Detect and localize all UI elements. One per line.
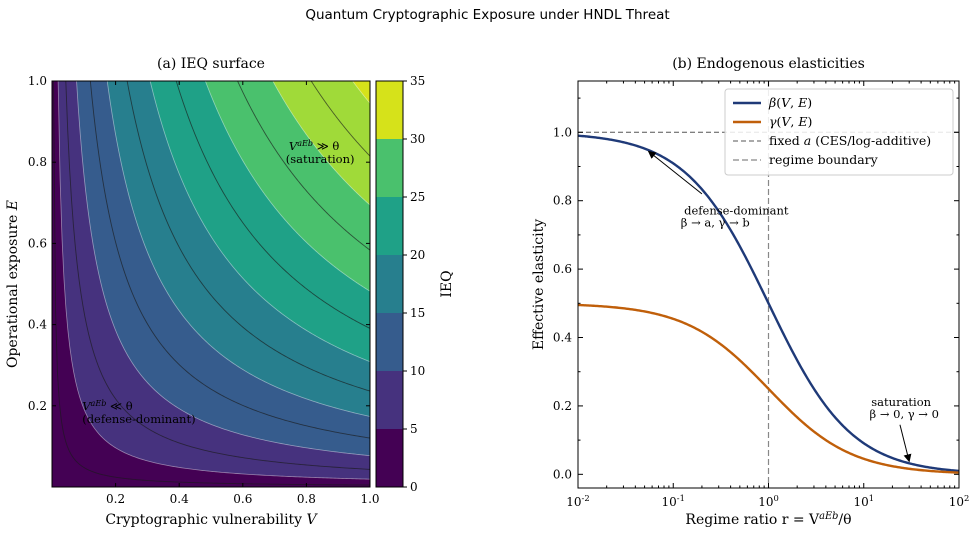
band-edge-7 [352, 81, 370, 104]
annotation-saturation-line1: saturation [871, 395, 931, 409]
colorbar-frame [375, 80, 404, 488]
panel-a-plot [52, 81, 370, 487]
legend-label-3: regime boundary [769, 152, 879, 167]
legend-label-1: γ(V, E) [769, 114, 812, 129]
figure-title: Quantum Cryptographic Exposure under HND… [305, 7, 670, 23]
panel-a-ylabel: Operational exposure E [5, 200, 21, 368]
band-edge-4 [149, 81, 370, 363]
band-edge-5 [204, 81, 370, 292]
panel-a-ytick-label-3: 0.8 [28, 155, 47, 169]
colorbar-band-0 [376, 429, 403, 487]
legend-label-0: β(V, E) [768, 95, 812, 110]
band-edge-6 [272, 81, 370, 206]
band-edge-3 [106, 81, 370, 417]
panel-b-xtick-label-1: 10-1 [662, 493, 685, 509]
colorbar-band-3 [376, 255, 403, 313]
panel-a-ytick-label-4: 1.0 [28, 74, 47, 88]
annotation-arrow-defense [647, 150, 703, 195]
colorbar-tick-label-1: 5 [410, 422, 418, 436]
panel-a-annotation-1-line1: VaEb ≫ θ [289, 139, 339, 154]
contour-line-2 [89, 81, 370, 439]
band-edge-2 [76, 81, 370, 457]
contour-line-0 [53, 81, 370, 486]
annotation-defense-line1: defense-dominant [684, 203, 789, 217]
series-line-gamma [578, 303, 959, 474]
panel-a-xtick-label-2: 0.6 [233, 492, 252, 506]
annotation-arrow-saturation [899, 424, 912, 463]
panel-a-ytick-label-2: 0.6 [28, 236, 47, 250]
panel-a-annotation-0-line1: VaEb ≪ θ [82, 398, 132, 413]
legend-box [724, 88, 954, 176]
colorbar-band-5 [376, 139, 403, 197]
panel-a-xtick-label-3: 0.8 [297, 492, 316, 506]
panel-b-xtick-label-3: 101 [853, 493, 874, 509]
panel-a-title: (a) IEQ surface [157, 56, 265, 72]
panel-b-xlabel: Regime ratio r = VaEb/θ [685, 511, 851, 529]
panel-a-xtick-label-1: 0.4 [170, 492, 189, 506]
colorbar-tick-label-4: 20 [410, 248, 425, 262]
panel-a-annotation-1-line2: (saturation) [286, 152, 355, 166]
panel-a-xtick-label-4: 1.0 [360, 492, 379, 506]
colorbar-band-2 [376, 313, 403, 371]
panel-a-xtick-label-0: 0.2 [106, 492, 125, 506]
contour-band-6 [272, 81, 370, 206]
panel-b-xtick-label-2: 100 [758, 493, 779, 509]
panel-b-ytick-label-3: 0.6 [553, 262, 572, 276]
colorbar-tick-label-5: 25 [410, 190, 425, 204]
annotation-defense-line2: β → a, γ → b [681, 215, 750, 229]
colorbar-tick-label-7: 35 [410, 74, 425, 88]
colorbar-tick-label-2: 10 [410, 364, 425, 378]
band-edge-1 [57, 81, 370, 480]
panel-b-ytick-label-1: 0.2 [553, 399, 572, 413]
panel-b-xtick-label-0: 10-2 [566, 493, 589, 509]
legend-label-2: fixed a (CES/log-additive) [769, 133, 931, 148]
series-line-beta [578, 134, 959, 473]
panel-b-title: (b) Endogenous elasticities [672, 56, 865, 72]
panel-b-xtick-label-4: 102 [949, 493, 970, 509]
contour-band-7 [352, 81, 370, 104]
annotation-saturation-line2: β → 0, γ → 0 [870, 407, 939, 421]
panel-a-frame [51, 80, 371, 488]
panel-b-ytick-label-2: 0.4 [553, 331, 572, 345]
contour-line-3 [126, 81, 370, 392]
contour-line-1 [65, 81, 370, 470]
panel-a-annotation-0-line2: (defense-dominant) [82, 412, 195, 426]
panel-b-ylabel: Effective elasticity [531, 219, 547, 350]
panel-a-xlabel: Cryptographic vulnerability V [105, 512, 318, 528]
colorbar-band-top [376, 81, 403, 139]
colorbar-tick-label-0: 0 [410, 480, 418, 494]
colorbar-label: IEQ [439, 270, 455, 297]
colorbar-band-4 [376, 197, 403, 255]
panel-b-ytick-label-5: 1.0 [553, 125, 572, 139]
panel-a-ytick-label-0: 0.2 [28, 399, 47, 413]
contour-line-4 [175, 81, 370, 329]
contour-line-5 [237, 81, 370, 251]
panel-b-ytick-label-4: 0.8 [553, 194, 572, 208]
panel-a-ytick-label-1: 0.4 [28, 318, 47, 332]
contour-line-6 [310, 81, 370, 157]
colorbar-band-1 [376, 371, 403, 429]
colorbar-tick-label-3: 15 [410, 306, 425, 320]
colorbar-tick-label-6: 30 [410, 132, 425, 146]
panel-b-ytick-label-0: 0.0 [553, 467, 572, 481]
